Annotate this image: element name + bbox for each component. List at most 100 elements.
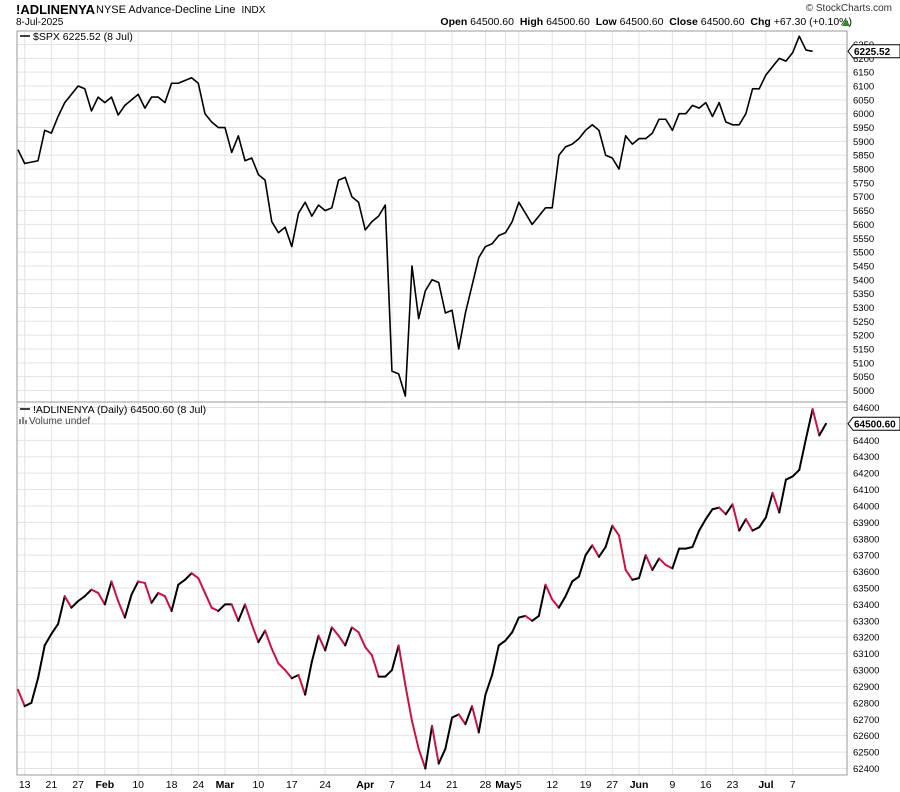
ad-line-segment[interactable] bbox=[464, 705, 474, 726]
ad-line-segment[interactable] bbox=[163, 595, 173, 612]
ad-line-segment[interactable] bbox=[37, 644, 46, 680]
ad-line-segment[interactable] bbox=[183, 572, 193, 581]
ad-line-segment[interactable] bbox=[771, 491, 781, 514]
ad-line-segment[interactable] bbox=[471, 705, 480, 734]
ad-line-segment[interactable] bbox=[664, 564, 674, 570]
ad-line-segment[interactable] bbox=[778, 478, 787, 514]
ad-line-segment[interactable] bbox=[417, 747, 427, 770]
ad-line-segment[interactable] bbox=[718, 506, 727, 516]
ad-line-segment[interactable] bbox=[397, 644, 407, 686]
ad-line-segment[interactable] bbox=[70, 600, 80, 609]
ad-line-segment[interactable] bbox=[671, 547, 681, 570]
ad-line-segment[interactable] bbox=[217, 603, 227, 612]
ad-line-segment[interactable] bbox=[624, 568, 634, 581]
ad-line-segment[interactable] bbox=[344, 626, 353, 647]
ad-line-segment[interactable] bbox=[784, 475, 794, 481]
ad-line-segment[interactable] bbox=[170, 583, 180, 612]
ad-line-segment[interactable] bbox=[651, 557, 661, 571]
ad-line-segment[interactable] bbox=[744, 518, 754, 532]
ad-line-segment[interactable] bbox=[511, 616, 520, 634]
ad-line-segment[interactable] bbox=[157, 591, 166, 598]
ad-line-segment[interactable] bbox=[250, 623, 260, 644]
ad-line-segment[interactable] bbox=[577, 554, 587, 578]
ad-line-segment[interactable] bbox=[818, 422, 827, 437]
ad-line-segment[interactable] bbox=[811, 408, 821, 437]
ad-line-segment[interactable] bbox=[237, 603, 247, 622]
ad-line-segment[interactable] bbox=[684, 545, 694, 550]
ad-line-segment[interactable] bbox=[310, 634, 320, 663]
ad-line-segment[interactable] bbox=[631, 577, 641, 581]
spx-series-line[interactable] bbox=[17, 35, 813, 397]
ad-line-segment[interactable] bbox=[43, 632, 53, 647]
ad-line-segment[interactable] bbox=[564, 580, 574, 598]
ad-line-segment[interactable] bbox=[691, 529, 701, 548]
ad-line-segment[interactable] bbox=[524, 614, 534, 622]
ad-line-segment[interactable] bbox=[584, 544, 594, 557]
ad-line-segment[interactable] bbox=[497, 639, 507, 647]
ad-line-segment[interactable] bbox=[150, 591, 160, 604]
ad-line-segment[interactable] bbox=[731, 503, 741, 532]
ad-line-segment[interactable] bbox=[611, 524, 620, 537]
ad-line-segment[interactable] bbox=[571, 575, 580, 583]
ad-line-segment[interactable] bbox=[244, 603, 253, 626]
ad-line-segment[interactable] bbox=[591, 544, 600, 558]
ad-line-segment[interactable] bbox=[117, 600, 126, 619]
ad-line-segment[interactable] bbox=[297, 673, 307, 696]
ad-line-segment[interactable] bbox=[764, 491, 774, 519]
ad-line-segment[interactable] bbox=[304, 660, 313, 696]
ad-line-segment[interactable] bbox=[210, 606, 220, 612]
ad-line-segment[interactable] bbox=[264, 629, 273, 650]
ad-line-segment[interactable] bbox=[130, 580, 140, 596]
ad-line-segment[interactable] bbox=[123, 593, 133, 619]
ad-line-segment[interactable] bbox=[804, 408, 814, 440]
ad-line-segment[interactable] bbox=[698, 518, 707, 532]
ad-line-segment[interactable] bbox=[203, 591, 213, 609]
ad-line-segment[interactable] bbox=[604, 524, 614, 548]
ad-line-segment[interactable] bbox=[364, 646, 373, 657]
ad-line-segment[interactable] bbox=[617, 534, 627, 571]
ad-line-segment[interactable] bbox=[197, 577, 206, 594]
ad-line-segment[interactable] bbox=[597, 545, 607, 558]
ad-line-segment[interactable] bbox=[404, 683, 413, 722]
ad-line-segment[interactable] bbox=[491, 644, 500, 676]
ad-line-segment[interactable] bbox=[324, 626, 333, 652]
ad-line-segment[interactable] bbox=[230, 603, 240, 622]
ad-line-segment[interactable] bbox=[431, 724, 440, 765]
ad-line-segment[interactable] bbox=[23, 701, 33, 708]
ad-line[interactable] bbox=[17, 408, 827, 770]
ad-line-segment[interactable] bbox=[350, 626, 360, 634]
ad-line-segment[interactable] bbox=[751, 526, 761, 532]
ad-line-segment[interactable] bbox=[257, 629, 267, 644]
ad-line-segment[interactable] bbox=[537, 583, 547, 617]
ad-line-segment[interactable] bbox=[50, 623, 60, 635]
ad-line-segment[interactable] bbox=[143, 582, 153, 604]
ad-line-segment[interactable] bbox=[504, 631, 514, 642]
ad-line-segment[interactable] bbox=[97, 591, 106, 606]
brand-watermark[interactable]: © StockCharts.com bbox=[805, 3, 892, 14]
ad-line-segment[interactable] bbox=[424, 724, 434, 770]
ad-line-segment[interactable] bbox=[317, 634, 327, 652]
ad-line-segment[interactable] bbox=[484, 673, 494, 696]
ad-line-segment[interactable] bbox=[444, 716, 454, 750]
ad-line-segment[interactable] bbox=[437, 747, 447, 765]
ad-line-segment[interactable] bbox=[724, 503, 734, 516]
ad-line-segment[interactable] bbox=[103, 580, 113, 606]
spx-price-line[interactable] bbox=[17, 35, 813, 397]
ad-line-segment[interactable] bbox=[190, 572, 200, 580]
ad-line-segment[interactable] bbox=[638, 554, 647, 580]
ad-line-segment[interactable] bbox=[477, 693, 487, 734]
ad-line-segment[interactable] bbox=[544, 583, 554, 601]
ad-line-segment[interactable] bbox=[337, 634, 347, 647]
ad-line-segment[interactable] bbox=[658, 557, 667, 567]
ad-line-segment[interactable] bbox=[17, 688, 26, 708]
ad-line-segment[interactable] bbox=[277, 662, 287, 672]
ad-line-segment[interactable] bbox=[644, 554, 654, 571]
ad-line-segment[interactable] bbox=[357, 631, 367, 649]
ad-line-segment[interactable] bbox=[63, 595, 73, 609]
ad-line-segment[interactable] bbox=[704, 508, 714, 521]
ad-line-segment[interactable] bbox=[137, 580, 146, 585]
ad-line-segment[interactable] bbox=[110, 580, 120, 603]
ad-line-segment[interactable] bbox=[83, 588, 93, 598]
ad-line-segment[interactable] bbox=[551, 598, 560, 609]
ad-line-segment[interactable] bbox=[758, 516, 767, 529]
